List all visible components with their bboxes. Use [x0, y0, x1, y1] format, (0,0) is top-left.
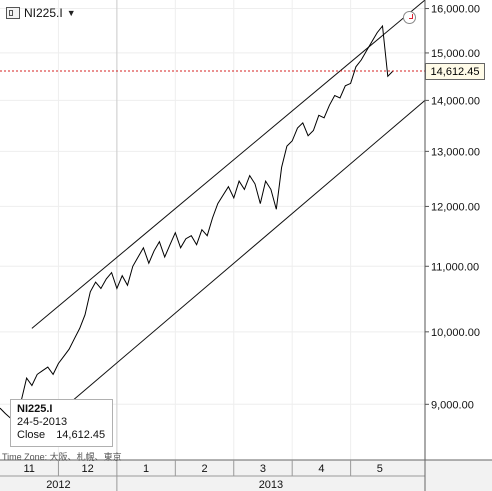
info-symbol: NI225.I [17, 403, 53, 415]
symbol-label[interactable]: NI225.I [24, 6, 63, 20]
y-tick-label: 11,000.00 [431, 261, 479, 273]
y-tick-label: 12,000.00 [431, 201, 480, 213]
data-window: NI225.I 24-5-2013 Close 14,612.45 [10, 399, 113, 447]
year-label: 2012 [46, 479, 70, 491]
last-price-label: 14,612.45 [425, 62, 485, 80]
caret-down-icon[interactable]: ▼ [66, 8, 76, 18]
month-label: 5 [377, 463, 383, 475]
y-tick-label: 10,000.00 [431, 327, 480, 339]
channel-line-upper [31, 0, 426, 329]
month-label: 1 [143, 463, 149, 475]
year-label: 2013 [259, 479, 283, 491]
month-label: 2 [201, 463, 207, 475]
month-label: 12 [82, 463, 94, 475]
plot-background [0, 0, 425, 460]
price-series [0, 24, 394, 419]
y-axis[interactable]: 9,000.00 10,000.00 11,000.00 12,000.00 13,00… [425, 4, 480, 412]
y-tick-label: 15,000.00 [431, 48, 480, 60]
info-close-row: Close 14,612.45 [17, 429, 112, 442]
month-label: 4 [318, 463, 324, 475]
symbol-header: NI225.I ▼ [6, 6, 76, 20]
info-close-label: Close [17, 429, 46, 441]
info-date: 24-5-2013 [17, 416, 68, 428]
timezone-label: Time Zone: 大阪、札幌、東京 [2, 452, 122, 462]
grid [0, 0, 425, 460]
trend-channel [31, 0, 426, 409]
price-line [0, 24, 394, 419]
y-tick-label: 9,000.00 [431, 399, 474, 411]
instrument-icon[interactable] [6, 7, 20, 19]
channel-line-lower [63, 100, 426, 409]
month-label: 3 [260, 463, 266, 475]
clock-icon[interactable] [403, 11, 416, 24]
y-tick-label: 13,000.00 [431, 146, 480, 158]
month-label: 11 [24, 463, 35, 475]
info-close-value: 14,612.45 [56, 429, 106, 441]
y-tick-label: 16,000.00 [431, 4, 480, 16]
y-tick-label: 14,000.00 [431, 95, 480, 107]
